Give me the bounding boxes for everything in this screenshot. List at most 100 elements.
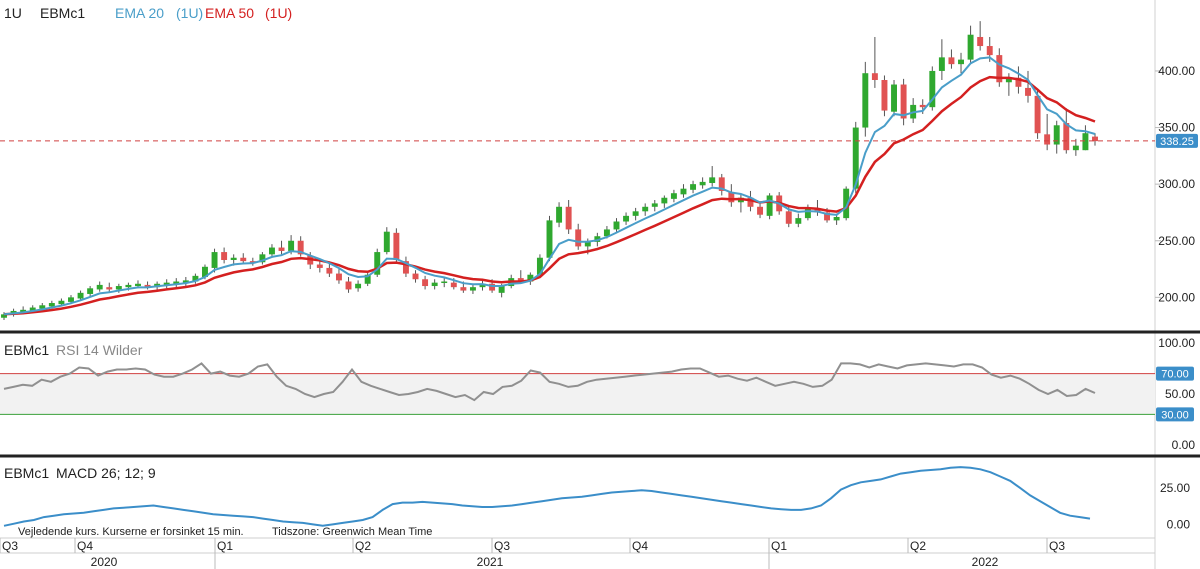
candle-body-down xyxy=(316,264,323,268)
candle-body-up xyxy=(48,303,55,307)
candle-body-down xyxy=(1092,136,1098,142)
candle-body-up xyxy=(556,206,563,223)
candle-body-up xyxy=(115,286,122,290)
price-tick-label: 400.00 xyxy=(1158,64,1195,78)
candle xyxy=(106,282,113,292)
candle xyxy=(642,203,649,216)
rsi-symbol[interactable]: EBMc1 xyxy=(4,342,49,358)
candle-body-up xyxy=(68,297,74,302)
candle-body-up xyxy=(843,188,850,219)
candle-body-up xyxy=(163,282,170,285)
candle-body-up xyxy=(479,283,486,288)
ema20-line xyxy=(3,56,1096,316)
macd-line xyxy=(3,466,1091,527)
candle-body-up xyxy=(709,177,716,184)
candle xyxy=(249,257,256,266)
ema20-label[interactable]: EMA 20 xyxy=(115,5,164,21)
candle-body-up xyxy=(929,70,936,108)
candle-body-up xyxy=(211,252,218,268)
candle-body-up xyxy=(661,197,668,204)
candle-body-down xyxy=(106,287,113,290)
macd-tick-label: 25.00 xyxy=(1160,481,1190,495)
candle-body-down xyxy=(575,229,582,247)
candle-body-down xyxy=(718,177,725,191)
candle xyxy=(1082,125,1089,151)
candle xyxy=(297,236,304,257)
rsi-band-fill xyxy=(0,373,1155,415)
candle-body-down xyxy=(450,282,457,288)
candle-body-down xyxy=(1025,87,1031,96)
candle xyxy=(556,202,563,228)
candle-body-down xyxy=(517,278,524,282)
candle-body-down xyxy=(1044,134,1051,145)
candle-body-down xyxy=(824,212,831,221)
candle-body-down xyxy=(565,206,572,230)
candle-body-up xyxy=(29,307,36,311)
candle-body-up xyxy=(1,314,7,318)
rsi-tick-label: 100.00 xyxy=(1158,336,1195,350)
candle xyxy=(881,75,888,117)
symbol-label[interactable]: EBMc1 xyxy=(40,5,85,21)
candle-body-up xyxy=(77,292,84,299)
candle xyxy=(240,253,247,264)
candle xyxy=(259,252,266,265)
candle xyxy=(651,200,658,212)
candle xyxy=(967,25,974,65)
candle xyxy=(757,202,764,219)
candle xyxy=(1063,108,1070,154)
candle xyxy=(1053,120,1060,154)
quarter-label: Q3 xyxy=(494,539,510,553)
macd-symbol[interactable]: EBMc1 xyxy=(4,465,49,481)
candle xyxy=(1005,73,1012,96)
price-tick-label: 200.00 xyxy=(1158,290,1195,304)
candle-body-up xyxy=(613,221,620,230)
candle-body-up xyxy=(202,266,208,277)
rsi-band-label: 30.00 xyxy=(1161,409,1189,421)
timezone-text: Tidszone: Greenwich Mean Time xyxy=(272,526,432,538)
candle-body-up xyxy=(527,274,534,282)
candle-body-up xyxy=(1082,133,1089,151)
candle-body-down xyxy=(919,104,926,108)
candle xyxy=(862,61,869,137)
rsi-line xyxy=(3,362,1096,402)
candle xyxy=(1072,138,1079,156)
candle-body-up xyxy=(135,283,141,287)
candle xyxy=(623,212,630,225)
candle-body-up xyxy=(87,288,94,294)
candle-body-down xyxy=(881,80,888,111)
macd-label[interactable]: MACD 26; 12; 9 xyxy=(56,465,156,481)
candle-body-up xyxy=(96,284,103,290)
candle-body-down xyxy=(221,252,228,260)
candle xyxy=(891,80,897,117)
candle xyxy=(316,260,323,273)
candle-body-down xyxy=(297,240,304,255)
candle xyxy=(1092,133,1098,146)
candle xyxy=(661,195,668,208)
candle-body-up xyxy=(288,240,295,251)
candle xyxy=(383,227,390,255)
quarter-label: Q4 xyxy=(632,539,648,553)
candle-body-down xyxy=(278,247,285,251)
interval-label[interactable]: 1U xyxy=(4,5,22,21)
candle-body-up xyxy=(766,195,773,216)
candle-body-up xyxy=(862,73,869,128)
rsi-label[interactable]: RSI 14 Wilder xyxy=(56,342,143,358)
candle-body-up xyxy=(967,34,974,60)
candle-body-down xyxy=(402,261,409,274)
candle-body-up xyxy=(355,283,362,289)
ema50-label[interactable]: EMA 50 xyxy=(205,5,254,21)
candle xyxy=(345,276,352,293)
ema-lines xyxy=(3,56,1096,316)
candle-body-up xyxy=(39,305,46,309)
candle xyxy=(699,177,706,189)
candle-body-up xyxy=(469,287,476,291)
candle xyxy=(632,207,639,221)
candle-body-down xyxy=(326,267,333,274)
candle-body-down xyxy=(747,197,754,207)
candle-body-down xyxy=(249,261,256,263)
candle xyxy=(268,244,275,258)
candle-body-up xyxy=(58,300,65,305)
candle-body-down xyxy=(871,73,878,80)
candle-body-up xyxy=(795,218,802,224)
